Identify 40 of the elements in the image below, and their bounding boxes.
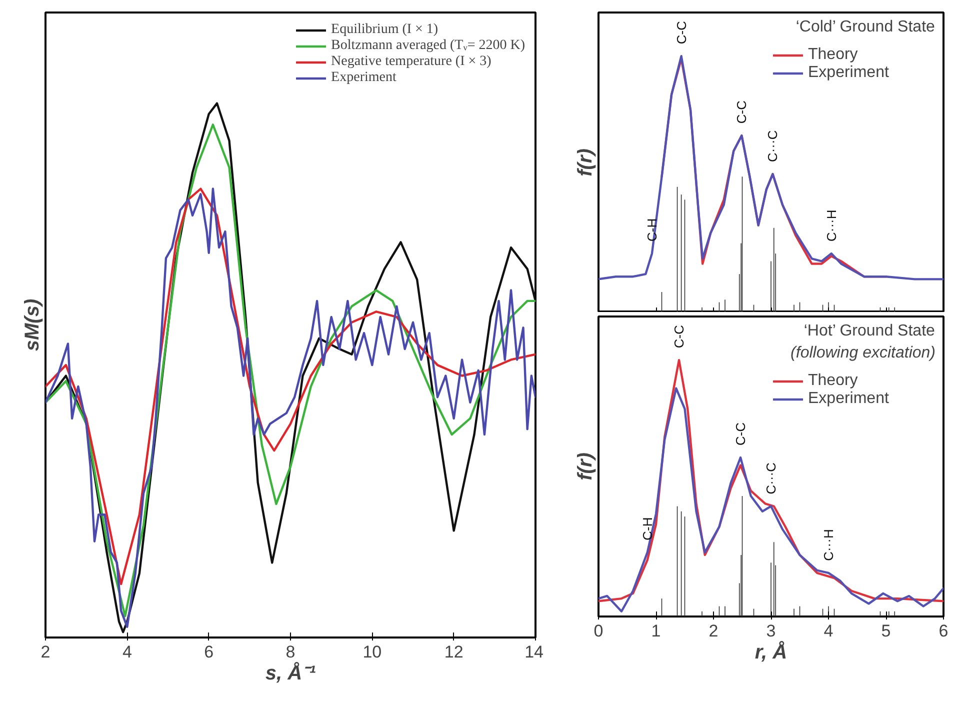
annotation: C-C <box>733 422 748 446</box>
chart-title: ‘Cold’ Ground State <box>796 18 936 36</box>
legend-label: Experiment <box>808 64 889 82</box>
annotation: C···H <box>824 210 839 242</box>
x-tick-label: 0 <box>594 622 604 640</box>
x-tick-label: 2 <box>708 622 718 640</box>
legend-label: Equilibrium (I × 1) <box>331 22 438 38</box>
x-tick-label: 4 <box>824 622 834 640</box>
x-tick-label: 10 <box>362 642 382 662</box>
legend-label: Boltzmann averaged (Tᵥ= 2200 K) <box>331 38 525 54</box>
annotation: C-H <box>640 517 655 540</box>
x-axis-title: r, Å <box>754 640 788 664</box>
legend-label: Theory <box>808 372 858 390</box>
x-tick-label: 3 <box>766 622 776 640</box>
annotation: C···H <box>821 529 836 561</box>
legend-label: Theory <box>808 46 858 64</box>
annotation: C-H <box>644 218 660 242</box>
annotation: C-C <box>672 324 686 348</box>
x-axis-title: s, Å⁻¹ <box>265 662 316 684</box>
chart-subtitle: (following excitation) <box>790 344 936 362</box>
annotation: C···C <box>765 130 780 162</box>
chart-title: ‘Hot’ Ground State <box>804 322 936 340</box>
x-tick-label: 6 <box>938 622 948 640</box>
x-tick-label: 5 <box>881 622 891 640</box>
x-tick-label: 12 <box>444 642 464 662</box>
y-axis-title: sM(s) <box>22 298 44 352</box>
x-tick-label: 2 <box>40 642 50 662</box>
annotation: C-C <box>734 100 750 124</box>
annotation: C···C <box>764 462 778 494</box>
x-tick-label: 8 <box>286 642 296 662</box>
x-tick-label: 6 <box>204 642 214 662</box>
y-axis-title: f(r) <box>574 452 596 480</box>
x-tick-label: 14 <box>524 642 544 662</box>
annotation: C-C <box>674 20 689 44</box>
legend-label: Negative temperature (I × 3) <box>331 54 492 70</box>
legend-label: Experiment <box>331 70 396 86</box>
x-tick-label: 1 <box>651 622 661 640</box>
y-axis-title: f(r) <box>574 148 596 176</box>
x-tick-label: 4 <box>122 642 132 662</box>
legend-label: Experiment <box>808 390 889 408</box>
